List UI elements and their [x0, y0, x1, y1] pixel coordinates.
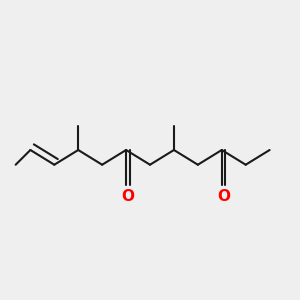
Text: O: O — [217, 188, 230, 203]
Text: O: O — [122, 188, 134, 203]
